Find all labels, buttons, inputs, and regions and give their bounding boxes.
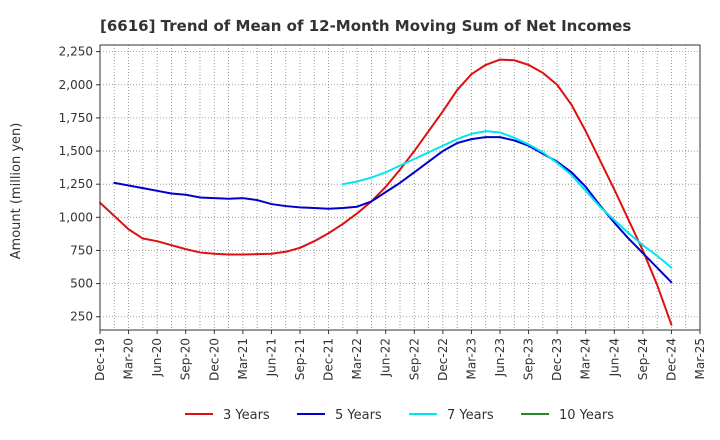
y-tick-label: 1,000	[59, 210, 93, 224]
y-tick-label: 2,250	[59, 45, 93, 59]
x-tick-label: Dec-24	[664, 338, 678, 381]
y-tick-label: 250	[70, 310, 93, 324]
legend-label: 3 Years	[223, 408, 270, 423]
y-tick-label: 750	[70, 243, 93, 257]
chart-title: [6616] Trend of Mean of 12-Month Moving …	[100, 17, 631, 35]
series-line-3-years	[99, 58, 673, 326]
x-tick-label: Dec-20	[207, 338, 221, 381]
legend: 3 Years 5 Years 7 Years 10 Years	[185, 408, 614, 423]
x-tick-label: Sep-24	[636, 338, 650, 380]
x-tick-label: Jun-21	[264, 338, 278, 377]
plot-border	[99, 44, 701, 331]
y-tick-label: 1,750	[59, 111, 93, 125]
x-tick-label: Mar-23	[464, 338, 478, 379]
x-tick-label: Sep-22	[407, 338, 421, 380]
y-axis-label: Amount (million yen)	[9, 123, 24, 260]
grid	[99, 45, 701, 330]
series-line-5-years	[113, 136, 673, 284]
series-lines	[99, 58, 673, 326]
x-tick-label: Jun-23	[493, 338, 507, 377]
y-tick-label: 1,500	[59, 144, 93, 158]
x-tick-label: Jun-20	[150, 338, 164, 377]
x-tick-label: Mar-25	[693, 338, 707, 379]
legend-label: 7 Years	[447, 408, 494, 423]
x-tick-label: Sep-21	[293, 338, 307, 380]
x-tick-label: Sep-20	[179, 338, 193, 380]
x-tick-label: Mar-20	[122, 338, 136, 379]
x-tick-label: Jun-22	[379, 338, 393, 377]
plot-frame	[99, 44, 701, 331]
x-axis-ticks: Dec-19 Mar-20 Jun-20 Sep-20 Dec-20 Mar-21 Jun-…	[93, 330, 707, 381]
x-tick-label: Sep-23	[522, 338, 536, 380]
x-tick-label: Dec-19	[93, 338, 107, 381]
x-tick-label: Mar-22	[350, 338, 364, 379]
x-tick-label: Mar-24	[579, 338, 593, 379]
y-tick-label: 1,250	[59, 177, 93, 191]
x-tick-label: Dec-23	[550, 338, 564, 381]
series-line-7-years	[341, 130, 673, 269]
x-tick-label: Mar-21	[236, 338, 250, 379]
legend-label: 10 Years	[559, 408, 614, 423]
legend-label: 5 Years	[335, 408, 382, 423]
y-tick-label: 500	[70, 277, 93, 291]
x-tick-label: Jun-24	[607, 338, 621, 377]
x-tick-label: Dec-22	[436, 338, 450, 381]
x-tick-label: Dec-21	[322, 338, 336, 381]
y-axis-ticks: 250 500 750 1,000 1,250 1,500 1,750 2,000 2,250	[59, 45, 100, 324]
y-tick-label: 2,000	[59, 78, 93, 92]
